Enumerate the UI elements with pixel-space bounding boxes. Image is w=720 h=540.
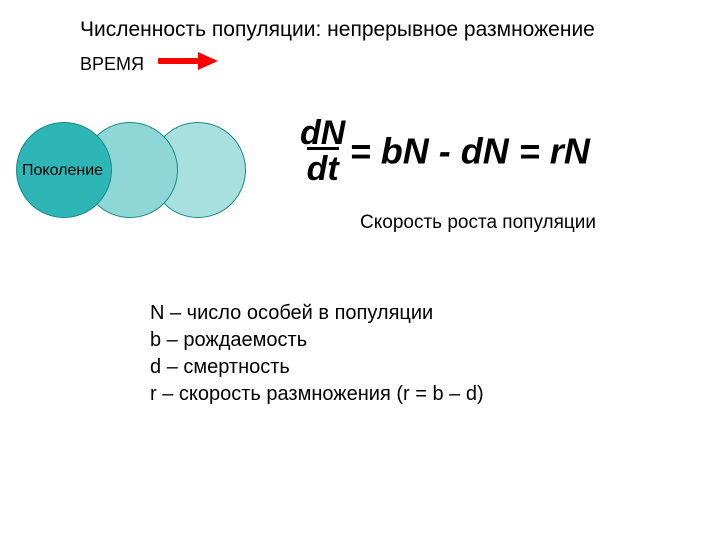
formula-denominator: dt [307,147,339,188]
formula-rhs: = bN - dN = rN [350,131,590,172]
formula-caption: Скорость роста популяции [360,212,596,234]
legend-block: N – число особей в популяции b – рождаем… [150,300,484,408]
legend-b: b – рождаемость [150,327,484,354]
growth-formula: dN dt = bN - dN = rN [300,116,590,187]
slide: Численность популяции: непрерывное размн… [0,0,720,540]
slide-title: Численность популяции: непрерывное размн… [80,18,595,42]
arrow-head-icon [198,52,218,70]
formula-fraction: dN dt [300,116,345,187]
legend-d: d – смертность [150,354,484,381]
time-arrow [158,52,218,70]
arrow-shaft [158,58,198,64]
legend-n: N – число особей в популяции [150,300,484,327]
legend-r: r – скорость размножения (r = b – d) [150,381,484,408]
generation-label: Поколение [22,162,103,180]
time-label: ВРЕМЯ [80,54,144,75]
